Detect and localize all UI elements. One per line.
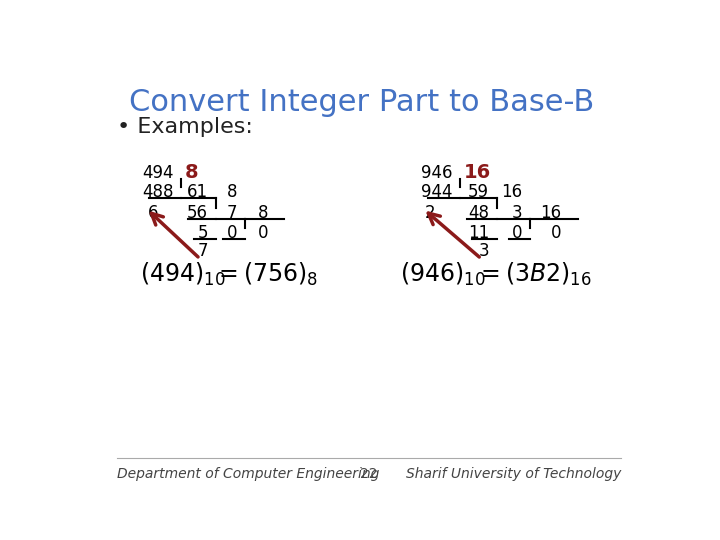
- Text: 0: 0: [227, 224, 238, 242]
- Text: 0: 0: [258, 224, 269, 242]
- Text: 22: 22: [360, 467, 378, 481]
- Text: Department of Computer Engineering: Department of Computer Engineering: [117, 467, 379, 481]
- Text: 0: 0: [551, 224, 561, 242]
- Text: 494: 494: [142, 164, 174, 181]
- Text: Convert Integer Part to Base-B: Convert Integer Part to Base-B: [129, 88, 594, 117]
- Text: 3: 3: [479, 242, 489, 260]
- Text: 0: 0: [512, 224, 523, 242]
- Text: $= (3B2)_{16}$: $= (3B2)_{16}$: [476, 261, 592, 288]
- Text: 5: 5: [197, 224, 208, 242]
- Text: $(946)_{10}$: $(946)_{10}$: [400, 261, 486, 288]
- Text: Sharif University of Technology: Sharif University of Technology: [405, 467, 621, 481]
- Text: 59: 59: [468, 183, 489, 201]
- Text: 8: 8: [258, 204, 269, 221]
- Text: 48: 48: [468, 204, 489, 221]
- Text: $(494)_{10}$: $(494)_{10}$: [140, 261, 226, 288]
- Text: 3: 3: [512, 204, 523, 221]
- Text: 56: 56: [186, 204, 208, 221]
- Text: 7: 7: [227, 204, 238, 221]
- Text: 6: 6: [148, 204, 158, 221]
- Text: 946: 946: [421, 164, 453, 181]
- Text: 488: 488: [142, 183, 174, 201]
- Text: $= (756)_{8}$: $= (756)_{8}$: [214, 261, 318, 288]
- Text: 944: 944: [421, 183, 453, 201]
- Text: 16: 16: [540, 204, 561, 221]
- Text: 2: 2: [425, 204, 436, 221]
- Text: 7: 7: [197, 242, 208, 260]
- Text: 11: 11: [468, 224, 489, 242]
- Text: 8: 8: [227, 183, 238, 201]
- Text: 8: 8: [184, 163, 198, 182]
- Text: 16: 16: [501, 183, 523, 201]
- Text: 61: 61: [186, 183, 208, 201]
- Text: 16: 16: [464, 163, 491, 182]
- Text: • Examples:: • Examples:: [117, 117, 253, 137]
